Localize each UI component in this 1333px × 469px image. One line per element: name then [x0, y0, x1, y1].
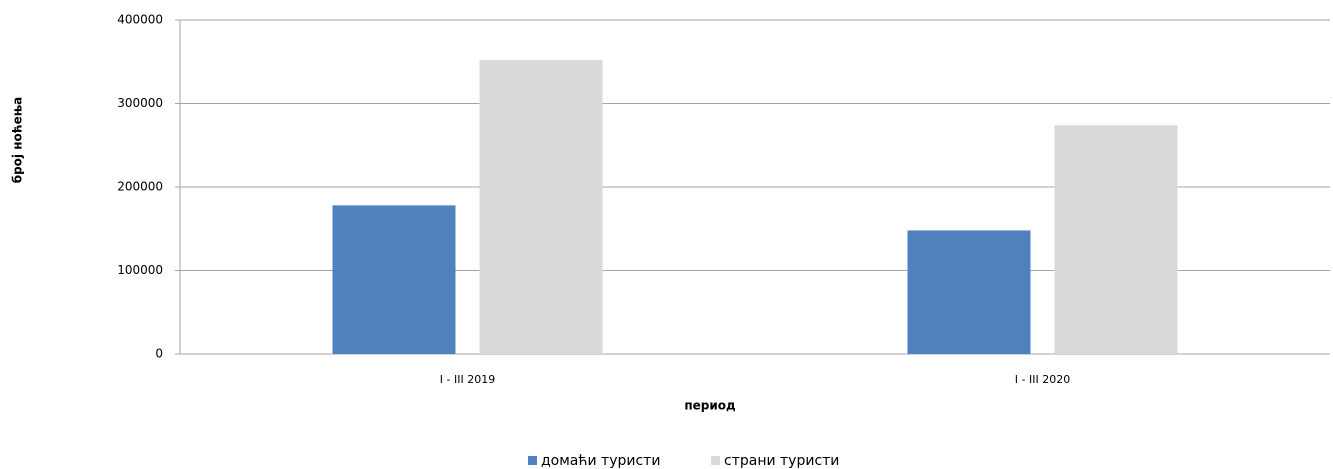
y-tick-label: 100000: [117, 263, 163, 277]
legend-swatch: [711, 456, 720, 465]
y-tick-label: 300000: [117, 96, 163, 110]
legend-label: домаћи туристи: [541, 453, 660, 469]
bar: [1054, 125, 1178, 355]
y-tick-label: 200000: [117, 180, 163, 194]
bar: [907, 230, 1031, 354]
legend-label: страни туристи: [724, 453, 839, 469]
y-tick-label: 400000: [117, 13, 163, 27]
y-tick-label: 0: [155, 347, 163, 361]
legend-swatch: [528, 456, 537, 465]
x-tick-label: I - III 2019: [440, 373, 495, 386]
x-tick-label: I - III 2020: [1015, 373, 1070, 386]
bar: [479, 60, 603, 355]
y-axis-label: број ноћења: [11, 97, 25, 184]
x-axis-label: период: [684, 399, 736, 413]
bar: [332, 205, 456, 354]
